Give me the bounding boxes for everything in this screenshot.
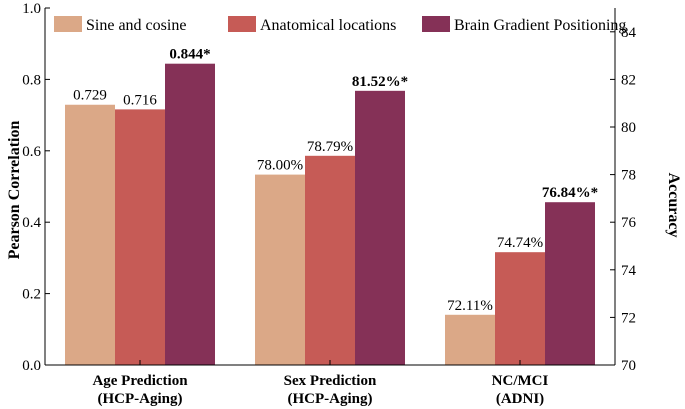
- left-tick-label: 0.4: [22, 215, 41, 231]
- bar: [545, 202, 595, 365]
- category-label: Sex Prediction: [284, 373, 377, 389]
- axes-layer: 0.0 0.2 0.4 0.6 0.8 1.0 70 72 74 76 78 80 82 84 Age Pr…: [22, 1, 636, 407]
- bar-labels-layer: 0.729 0.716 0.844* 78.00%78.79% 81.52%* 72.11…: [73, 47, 598, 314]
- right-axis-title: Accuracy: [665, 173, 682, 238]
- right-tick-label: 76: [621, 215, 637, 231]
- right-tick-label: 70: [621, 358, 636, 374]
- bars-layer: [65, 63, 595, 365]
- bar-value-label: 0.729: [73, 88, 107, 104]
- legend-label: Sine and cosine: [86, 17, 186, 34]
- bar: [255, 174, 305, 365]
- bar-value-label: 0.844*: [169, 47, 210, 63]
- left-axis-title: Pearson Correlation: [6, 121, 23, 260]
- left-tick-label: 0.8: [22, 72, 41, 88]
- category-label: NC/MCI: [492, 373, 549, 389]
- bar: [115, 109, 165, 365]
- right-tick-label: 72: [621, 310, 636, 326]
- bar: [305, 155, 355, 365]
- bar-value-label: 72.11%: [447, 298, 493, 314]
- bar: [445, 314, 495, 365]
- bar-value-label: 78.79%: [307, 139, 353, 155]
- category-label: (HCP-Aging): [98, 391, 183, 407]
- legend-swatch: [54, 16, 82, 32]
- right-tick-label: 74: [621, 263, 637, 279]
- legend-swatch: [422, 16, 450, 32]
- bar: [65, 104, 115, 365]
- bar: [495, 252, 545, 365]
- bar-value-label: 0.716: [123, 92, 157, 108]
- category-label: Age Prediction: [92, 373, 188, 389]
- legend-swatch: [228, 16, 256, 32]
- left-tick-label: 1.0: [22, 1, 41, 17]
- right-tick-label: 82: [621, 72, 636, 88]
- bar-value-label: 78.00%: [257, 158, 303, 174]
- right-tick-label: 84: [621, 25, 637, 41]
- legend-label: Anatomical locations: [260, 17, 396, 34]
- left-tick-label: 0.2: [22, 287, 41, 303]
- legend: Sine and cosine Anatomical locations Brain…: [54, 16, 626, 34]
- bar: [355, 90, 405, 365]
- category-label: (HCP-Aging): [288, 391, 373, 407]
- right-tick-label: 78: [621, 168, 636, 184]
- left-tick-label: 0.0: [22, 358, 41, 374]
- left-tick-label: 0.6: [22, 144, 41, 160]
- bar-value-label: 76.84%*: [542, 185, 598, 201]
- category-label: (ADNI): [496, 391, 544, 407]
- bar-value-label: 74.74%: [497, 235, 543, 251]
- bar: [165, 63, 215, 365]
- bar-value-label: 81.52%*: [352, 74, 408, 90]
- right-tick-label: 80: [621, 120, 636, 136]
- legend-label: Brain Gradient Positioning: [454, 17, 626, 34]
